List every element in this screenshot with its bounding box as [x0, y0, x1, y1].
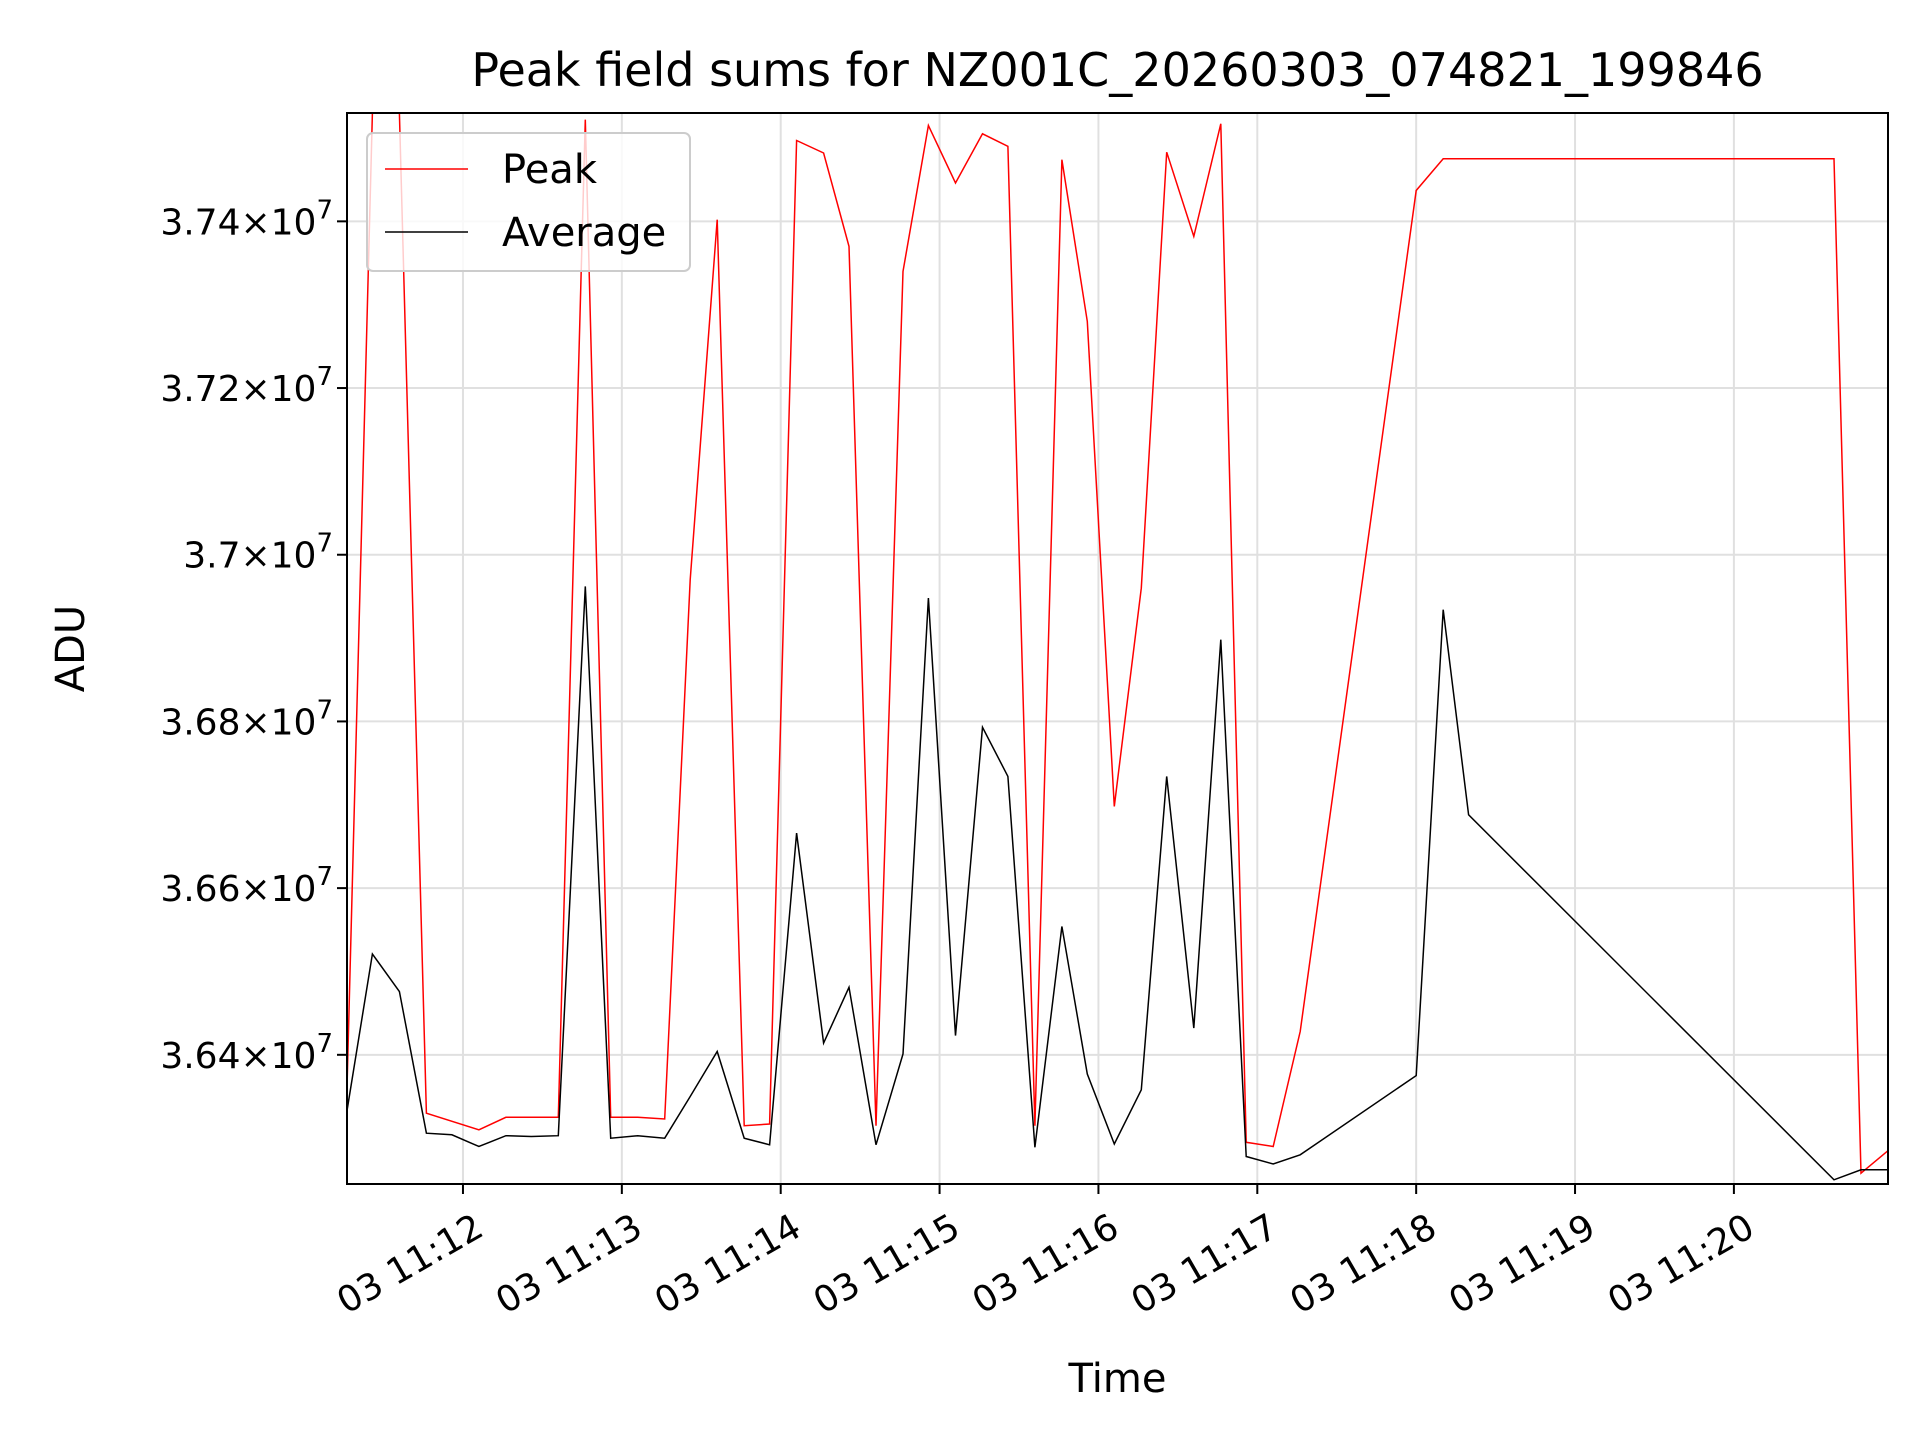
plot-series [347, 113, 1888, 1181]
legend-box [366, 132, 691, 272]
series-line-average [347, 586, 1888, 1181]
grid-lines [347, 113, 1888, 1184]
y-tick-label: 3.66×107 [160, 862, 333, 910]
legend-average-label: Average [502, 210, 666, 256]
y-tick-label: 3.74×107 [160, 195, 333, 243]
plot-frame [346, 112, 1889, 1185]
legend-peak-label: Peak [502, 147, 598, 193]
series-line-peak [347, 113, 1888, 1175]
y-tick-label: 3.64×107 [160, 1029, 333, 1077]
y-tick-label: 3.72×107 [160, 362, 333, 410]
x-axis-title: Time [1068, 1356, 1167, 1402]
y-tick-label: 3.7×107 [183, 529, 333, 577]
y-tick-label: 3.68×107 [160, 695, 333, 743]
legend: Peak Average [366, 132, 691, 272]
y-axis-title: ADU [48, 605, 94, 692]
chart-title: Peak field sums for NZ001C_20260303_0748… [471, 43, 1763, 97]
